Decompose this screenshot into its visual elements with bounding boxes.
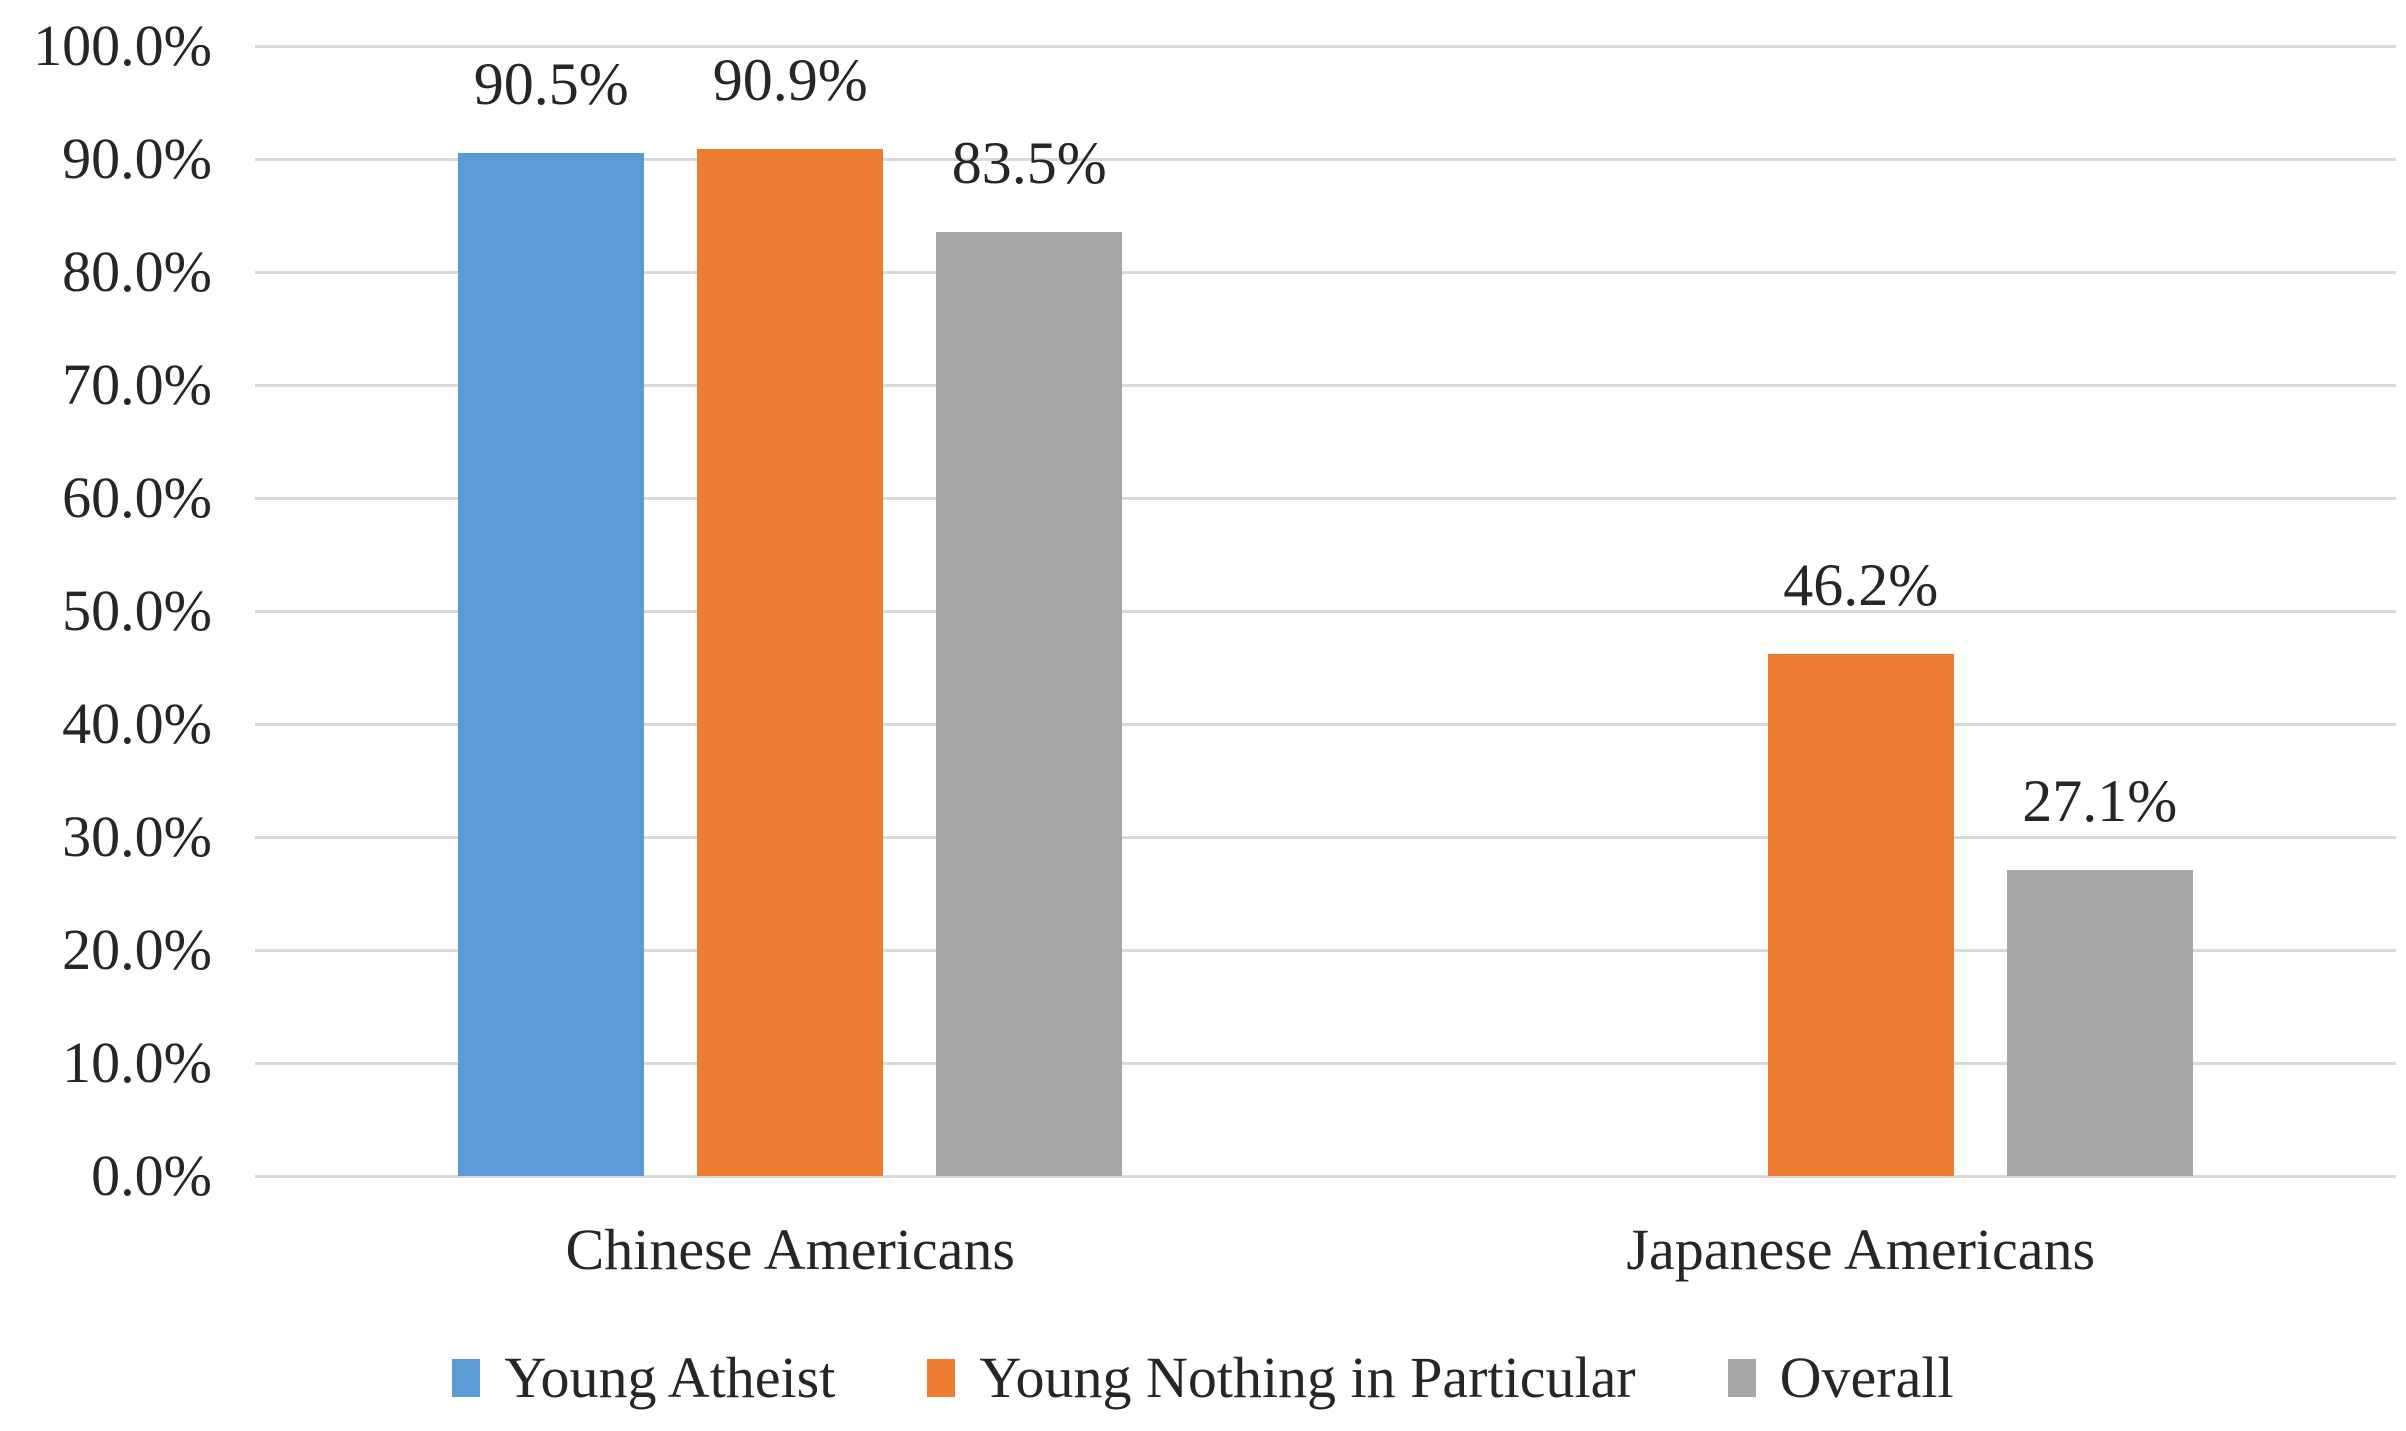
legend-label: Young Atheist [504,1345,836,1410]
x-axis-category-label: Chinese Americans [565,1217,1015,1282]
y-axis-tick-label: 80.0% [62,239,212,304]
y-axis-tick-label: 50.0% [62,578,212,643]
gridline [255,836,2396,839]
y-axis-tick-label: 30.0% [62,804,212,869]
bar [697,148,884,1176]
y-axis-tick-label: 100.0% [33,13,212,78]
gridline [255,610,2396,613]
bar-value-label: 90.5% [473,51,629,118]
bar [2006,869,2193,1176]
legend: Young Atheist Young Nothing in Particular… [0,1346,2406,1410]
y-axis-tick-label: 0.0% [91,1143,212,1208]
legend-marker [452,1359,481,1397]
bar-value-label: 27.1% [2022,767,2178,834]
legend-label: Young Nothing in Particular [979,1345,1636,1410]
gridline [255,723,2396,726]
y-axis-tick-label: 70.0% [62,352,212,417]
gridline [255,158,2396,161]
y-axis-tick-label: 10.0% [62,1030,212,1095]
gridline [255,271,2396,274]
gridline [255,1175,2396,1178]
x-axis-category-label: Japanese Americans [1626,1217,2096,1282]
bar-value-label: 46.2% [1783,551,1939,618]
legend-marker [1727,1359,1756,1397]
bar-value-label: 83.5% [951,130,1107,197]
y-axis-tick-label: 20.0% [62,917,212,982]
gridline [255,45,2396,48]
legend-item: Young Atheist [452,1346,835,1410]
bar [936,232,1123,1176]
bar [458,153,645,1176]
legend-label: Overall [1779,1345,1954,1410]
bar-value-label: 90.9% [712,46,868,113]
gridline [255,949,2396,952]
bar [1767,653,1954,1176]
y-axis-tick-label: 40.0% [62,691,212,756]
gridline [255,497,2396,500]
legend-item: Overall [1727,1345,1954,1410]
legend-marker [927,1359,956,1397]
gridline [255,384,2396,387]
gridline [255,1062,2396,1065]
legend-item: Young Nothing in Particular [927,1345,1636,1410]
y-axis-tick-label: 90.0% [62,126,212,191]
y-axis-tick-label: 60.0% [62,465,212,530]
